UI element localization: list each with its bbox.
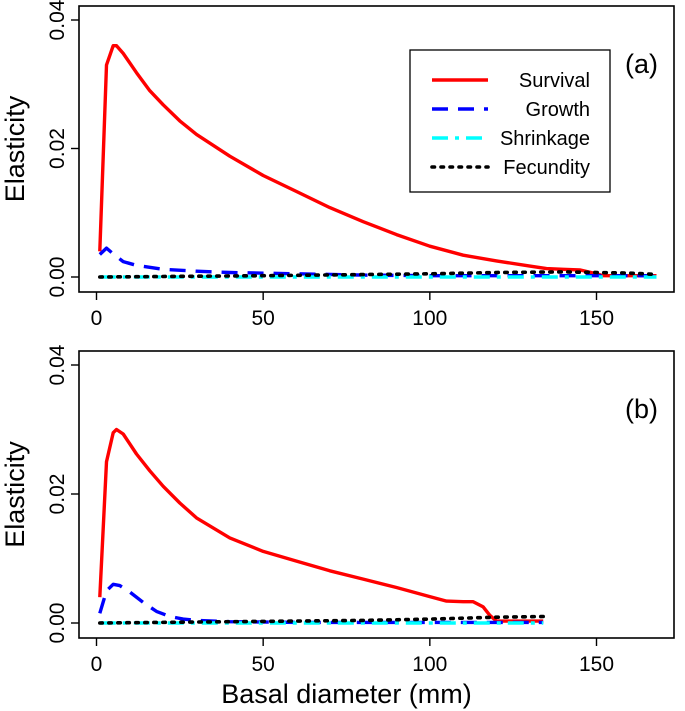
panel-b: 0 50 100 150 0.00 0.02 0.04 Elasticity Basal dia… bbox=[0, 344, 675, 709]
legend-label-survival: Survival bbox=[519, 70, 590, 92]
x-tick-label: 0 bbox=[91, 307, 103, 330]
x-tick-label: 150 bbox=[579, 653, 614, 676]
x-tick-label: 50 bbox=[251, 653, 274, 676]
plot-frame bbox=[78, 350, 675, 639]
panel-label: (a) bbox=[625, 49, 658, 79]
series-line-survival bbox=[98, 44, 657, 278]
series-line-fecundity bbox=[98, 270, 659, 279]
series-line-fecundity bbox=[98, 614, 546, 625]
y-tick-label: 0.04 bbox=[46, 0, 69, 40]
x-tick-label: 100 bbox=[412, 307, 447, 330]
x-tick-label: 150 bbox=[579, 307, 614, 330]
y-axis-title: Elasticity bbox=[0, 95, 30, 202]
x-tick-label: 0 bbox=[91, 653, 103, 676]
series-line-survival bbox=[98, 427, 544, 623]
y-tick-label: 0.02 bbox=[46, 474, 69, 515]
y-tick-label: 0.02 bbox=[46, 128, 69, 169]
y-axis-title: Elasticity bbox=[0, 441, 30, 548]
legend-label-fecundity: Fecundity bbox=[503, 157, 590, 179]
x-tick-label: 50 bbox=[251, 307, 274, 330]
y-tick-label: 0.00 bbox=[46, 603, 69, 644]
legend-label-growth: Growth bbox=[526, 99, 590, 121]
x-tick-label: 100 bbox=[412, 653, 447, 676]
panel-label: (b) bbox=[625, 394, 658, 424]
x-axis-title: Basal diameter (mm) bbox=[221, 679, 472, 709]
series-line-growth bbox=[98, 246, 657, 278]
legend-label-shrinkage: Shrinkage bbox=[500, 128, 590, 150]
y-tick-label: 0.00 bbox=[46, 257, 69, 298]
y-tick-label: 0.04 bbox=[46, 344, 69, 385]
panel-a: 0 50 100 150 0.00 0.02 0.04 Elasticity (a) Surviv… bbox=[0, 0, 675, 330]
